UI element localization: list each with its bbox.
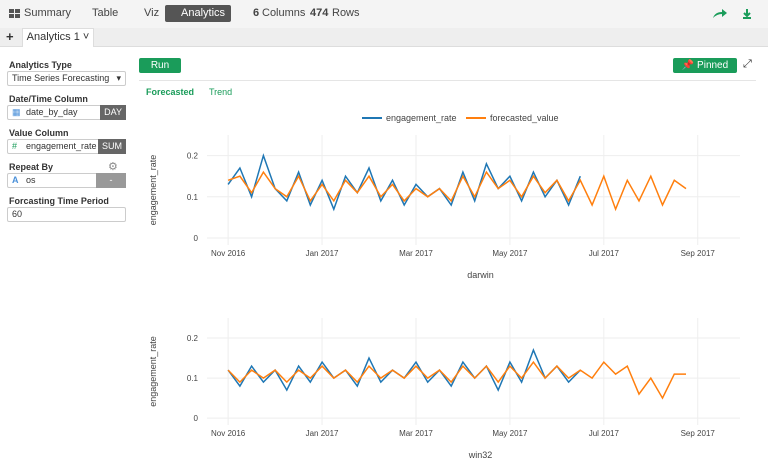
y-tick-label: 0.2 [187,152,199,161]
x-tick-label: Sep 2017 [681,249,716,258]
x-tick-label: May 2017 [492,429,528,438]
x-tick-label: Jan 2017 [306,249,339,258]
y-tick-label: 0.1 [187,374,199,383]
x-tick-label: Mar 2017 [399,249,433,258]
x-tick-label: Sep 2017 [681,429,716,438]
y-tick-label: 0.1 [187,193,199,202]
series-line [228,362,686,398]
x-tick-label: May 2017 [492,249,528,258]
x-tick-label: Nov 2016 [211,429,246,438]
x-axis-label: win32 [468,450,493,460]
x-tick-label: Jul 2017 [589,249,620,258]
x-tick-label: Jul 2017 [589,429,620,438]
x-axis-label: darwin [467,270,494,280]
y-tick-label: 0.2 [187,334,199,343]
legend-label: engagement_rate [386,113,457,123]
y-axis-label: engagement_rate [148,336,158,407]
y-tick-label: 0 [194,414,199,423]
x-tick-label: Nov 2016 [211,249,246,258]
y-tick-label: 0 [194,234,199,243]
x-tick-label: Jan 2017 [306,429,339,438]
legend-label: forecasted_value [490,113,559,123]
x-tick-label: Mar 2017 [399,429,433,438]
y-axis-label: engagement_rate [148,155,158,226]
